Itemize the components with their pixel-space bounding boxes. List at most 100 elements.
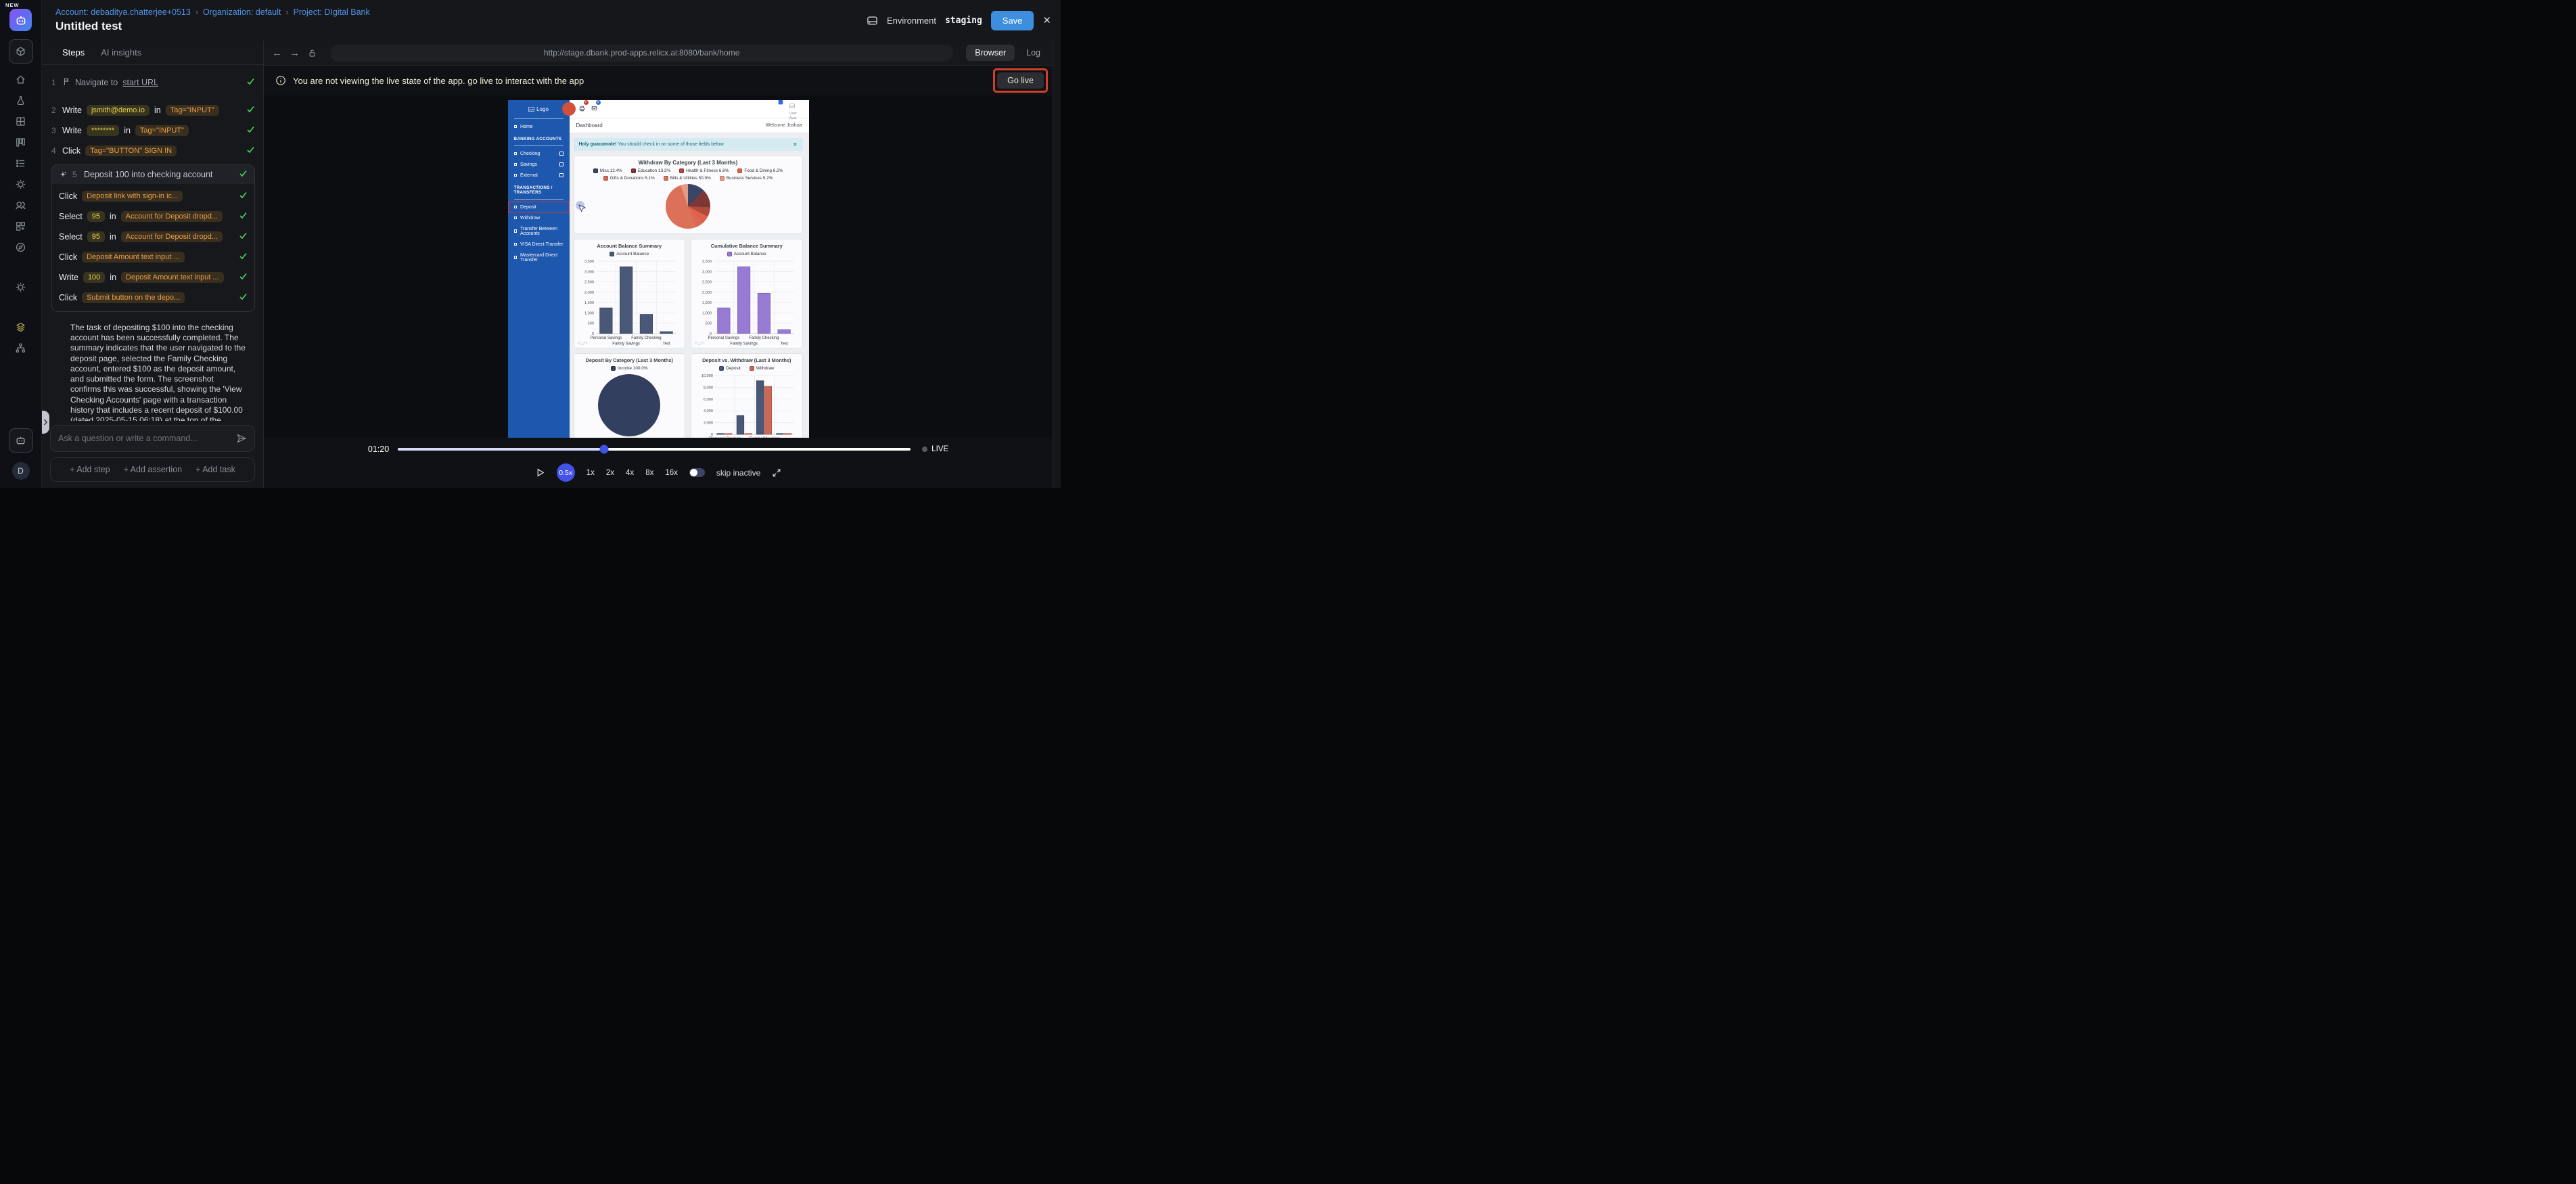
svg-text:2,500: 2,500 [584, 281, 594, 285]
bank-nav-item[interactable]: Transfer Between Accounts [508, 223, 570, 239]
checklist-icon[interactable] [9, 153, 33, 174]
compass-icon[interactable] [9, 237, 33, 258]
environment-icon [867, 16, 877, 24]
layers-icon[interactable] [9, 317, 33, 338]
step-row[interactable]: 2 Write jsmith@demo.io in Tag="INPUT" [51, 102, 255, 118]
add-step-button[interactable]: + Add step [70, 465, 110, 474]
tab-log[interactable]: Log [1026, 48, 1040, 58]
speed-16x-button[interactable]: 16x [665, 468, 678, 477]
chart-plot: 0 500 1,000 1,500 2,000 2,500 3,000 3,500 Person… [574, 258, 685, 348]
bank-nav-item[interactable]: Checking [508, 148, 570, 159]
step-row[interactable]: Select 95 in Account for Deposit dropd... [59, 229, 248, 245]
blocks-icon[interactable] [9, 216, 33, 237]
add-task-button[interactable]: + Add task [196, 465, 235, 474]
breadcrumb-account[interactable]: Account: debaditya.chatterjee+0513 [55, 7, 191, 17]
package-icon[interactable] [8, 39, 33, 64]
step-row[interactable]: 3 Write ******** in Tag="INPUT" [51, 122, 255, 139]
step-row[interactable]: Write 100 in Deposit Amount text input ... [59, 269, 248, 286]
messages-icon[interactable]: 0 [591, 100, 601, 115]
environment-value[interactable]: staging [944, 15, 982, 26]
bank-logo[interactable]: Logo [508, 104, 570, 116]
success-check-icon [247, 106, 254, 113]
kanban-icon[interactable] [9, 132, 33, 153]
tab-ai-insights[interactable]: AI insights [101, 47, 142, 58]
user-avatar-alt-text[interactable]: User Avat [789, 111, 798, 120]
go-live-button[interactable]: Go live [997, 72, 1044, 89]
task-summary-text: The task of depositing $100 into the che… [70, 323, 246, 421]
bank-alert: Holy guacamole! You should check in on s… [573, 138, 803, 151]
step-row[interactable]: 4 Click Tag="BUTTON" SIGN IN [51, 143, 255, 159]
hierarchy-icon[interactable] [9, 338, 33, 359]
chart-legend: Deposit Withdraw [691, 366, 802, 371]
step-row[interactable]: 1 Navigate to start URL [51, 74, 255, 91]
speed-4x-button[interactable]: 4x [626, 468, 635, 477]
bank-nav-item[interactable]: Home [508, 121, 570, 132]
bank-nav-item[interactable]: VISA Direct Transfer [508, 239, 570, 250]
alert-close-icon[interactable]: ✕ [793, 141, 798, 147]
svg-text:Family Checking: Family Checking [631, 336, 661, 340]
step-group-header[interactable]: 5 Deposit 100 into checking account [52, 165, 254, 184]
grid-icon[interactable] [9, 111, 33, 132]
step-action-label: Write [59, 273, 78, 282]
brand-logo[interactable] [9, 9, 32, 31]
tab-browser[interactable]: Browser [966, 45, 1015, 61]
speed-1x-button[interactable]: 1x [586, 468, 595, 477]
forward-icon[interactable]: → [290, 47, 300, 59]
bank-dashboard-title: Dashboard [576, 122, 603, 129]
save-button[interactable]: Save [990, 10, 1034, 30]
legend-item: Withdraw [749, 366, 774, 371]
page-title: Untitled test [55, 20, 122, 32]
chatbot-icon[interactable] [8, 428, 33, 453]
skip-inactive-toggle[interactable] [689, 468, 705, 477]
live-indicator[interactable]: LIVE [922, 445, 948, 453]
add-assertion-button[interactable]: + Add assertion [123, 465, 183, 474]
step-row[interactable]: Click Submit button on the depo... [59, 290, 248, 306]
bank-nav-item[interactable]: External [508, 170, 570, 181]
bank-avatar-dot[interactable] [561, 102, 576, 116]
persona-icon[interactable] [9, 195, 33, 216]
start-url-link[interactable]: start URL [122, 78, 159, 87]
withdraw-by-category-card: Withdraw By Category (Last 3 Months) Misc… [573, 156, 803, 234]
svg-text:Family Savings: Family Savings [730, 342, 758, 346]
play-icon[interactable] [535, 468, 545, 478]
browser-toolbar: ← → http://stage.dbank.prod-apps.relicx.… [264, 41, 1053, 66]
bank-nav-item[interactable]: Withdraw [508, 212, 570, 223]
gear-icon[interactable] [9, 174, 33, 195]
speed-8x-button[interactable]: 8x [645, 468, 654, 477]
print-icon[interactable]: 0 [579, 100, 589, 115]
speed-2x-button[interactable]: 2x [605, 468, 615, 477]
flask-icon[interactable] [9, 90, 33, 111]
step-row[interactable]: Click Deposit link with sign-in ic... [59, 188, 248, 204]
fullscreen-icon[interactable] [772, 468, 781, 478]
step-value-chip: 95 [87, 211, 105, 222]
tab-steps[interactable]: Steps [62, 47, 85, 58]
back-icon[interactable]: ← [272, 47, 282, 59]
bank-nav-item[interactable]: Savings [508, 159, 570, 170]
breadcrumb-project[interactable]: Project: DIgital Bank [293, 7, 370, 17]
pie-chart [598, 374, 661, 436]
svg-text:1,000: 1,000 [702, 311, 712, 315]
link-icon[interactable] [778, 100, 783, 105]
close-icon[interactable]: ✕ [1042, 15, 1051, 26]
settings-icon[interactable] [9, 277, 33, 298]
deposit-by-category-card: Deposit By Category (Last 3 Months) Incom… [573, 353, 685, 438]
send-icon[interactable] [236, 433, 247, 444]
scrollbar-gutter[interactable] [1053, 41, 1061, 488]
top-header: Account: debaditya.chatterjee+0513 › Org… [42, 0, 1061, 41]
step-row[interactable]: Select 95 in Account for Deposit dropd... [59, 208, 248, 225]
command-input[interactable] [58, 434, 236, 443]
timeline-thumb[interactable] [599, 445, 609, 454]
home-icon[interactable] [9, 69, 33, 90]
chart-title: Deposit By Category (Last 3 Months) [585, 357, 673, 363]
step-action-label: Click [59, 293, 78, 302]
step-row[interactable]: Click Deposit Amount text input ... [59, 249, 248, 265]
step-action-label: Click [62, 146, 81, 156]
user-avatar[interactable]: D [12, 462, 30, 480]
bank-nav-item[interactable]: Mastercard Direct Transfer [508, 250, 570, 265]
bank-nav-item[interactable]: Deposit [507, 202, 570, 212]
panel-collapse-handle[interactable] [42, 411, 49, 434]
breadcrumb-organization[interactable]: Organization: default [202, 7, 281, 17]
speed-0.5x-button[interactable]: 0.5x [556, 463, 575, 482]
url-field[interactable]: http://stage.dbank.prod-apps.relicx.ai:8… [330, 44, 954, 62]
timeline-track[interactable] [398, 445, 911, 454]
